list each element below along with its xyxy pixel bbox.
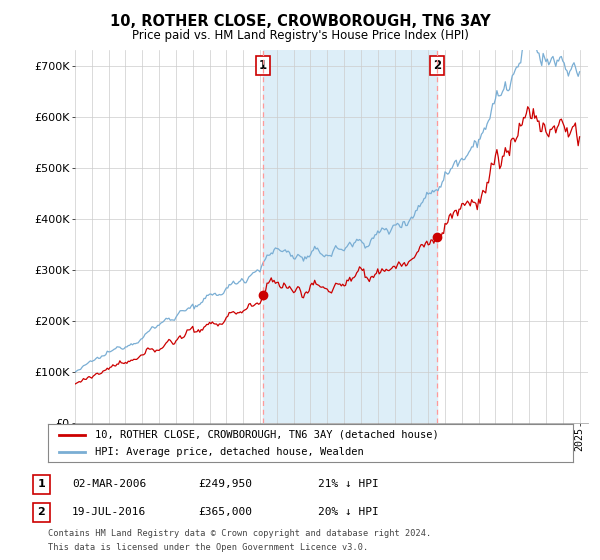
Text: £365,000: £365,000 (198, 507, 252, 517)
Text: This data is licensed under the Open Government Licence v3.0.: This data is licensed under the Open Gov… (48, 543, 368, 552)
Bar (263, 50, 437, 423)
Text: 1: 1 (38, 479, 45, 489)
Text: HPI: Average price, detached house, Wealden: HPI: Average price, detached house, Weal… (95, 447, 364, 458)
Text: 1: 1 (259, 59, 267, 72)
Text: £249,950: £249,950 (198, 479, 252, 489)
Text: 2: 2 (433, 59, 442, 72)
Text: Price paid vs. HM Land Registry's House Price Index (HPI): Price paid vs. HM Land Registry's House … (131, 29, 469, 42)
Text: Contains HM Land Registry data © Crown copyright and database right 2024.: Contains HM Land Registry data © Crown c… (48, 529, 431, 538)
Text: 02-MAR-2006: 02-MAR-2006 (72, 479, 146, 489)
Text: 19-JUL-2016: 19-JUL-2016 (72, 507, 146, 517)
Text: 21% ↓ HPI: 21% ↓ HPI (318, 479, 379, 489)
Text: 20% ↓ HPI: 20% ↓ HPI (318, 507, 379, 517)
Text: 10, ROTHER CLOSE, CROWBOROUGH, TN6 3AY: 10, ROTHER CLOSE, CROWBOROUGH, TN6 3AY (110, 14, 490, 29)
Text: 10, ROTHER CLOSE, CROWBOROUGH, TN6 3AY (detached house): 10, ROTHER CLOSE, CROWBOROUGH, TN6 3AY (… (95, 430, 439, 440)
Text: 2: 2 (38, 507, 45, 517)
